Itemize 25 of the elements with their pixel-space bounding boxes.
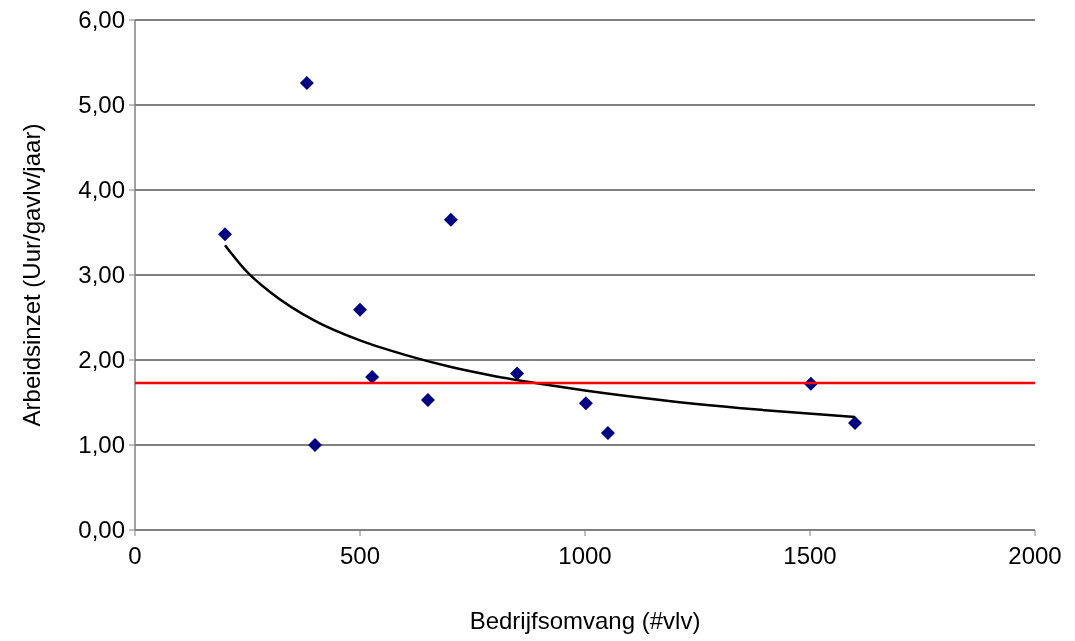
point — [308, 438, 322, 452]
point — [510, 366, 525, 381]
y-tick-label: 4,00 — [78, 176, 125, 204]
x-axis-title: Bedrijfsomvang (#vlv) — [469, 607, 701, 634]
y-tick-label: 0,00 — [78, 516, 125, 544]
point — [420, 392, 435, 407]
y-axis-title: Arbeidsinzet (Uur/gavlv/jaar) — [18, 123, 45, 427]
point — [578, 396, 593, 411]
x-tick-label: 0 — [128, 542, 142, 569]
y-tick-label: 1,00 — [78, 431, 125, 459]
point — [353, 302, 367, 317]
point — [365, 370, 380, 384]
y-tick-label: 6,00 — [78, 6, 125, 34]
x-tick-label: 2000 — [1008, 542, 1062, 569]
point — [218, 227, 232, 242]
y-tick-label: 5,00 — [78, 91, 125, 119]
y-tick-label: 2,00 — [78, 346, 125, 374]
point — [600, 426, 615, 441]
x-tick-label: 1500 — [783, 542, 837, 569]
point — [443, 212, 458, 227]
point — [848, 415, 862, 430]
point — [299, 75, 314, 90]
y-tick-label: 3,00 — [78, 261, 125, 289]
x-tick-label: 1000 — [558, 542, 612, 569]
x-tick-label: 500 — [339, 542, 381, 569]
